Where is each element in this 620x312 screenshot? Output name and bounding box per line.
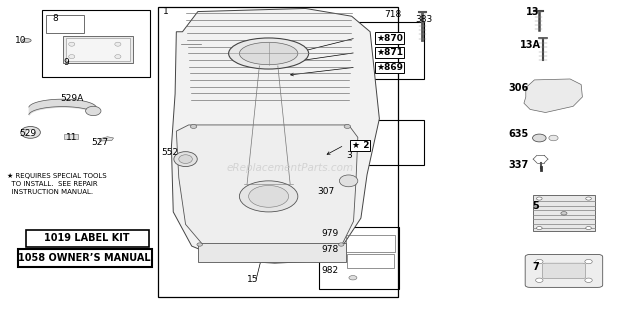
Ellipse shape (344, 124, 350, 129)
Bar (158, 7, 398, 297)
Bar (533, 195, 595, 231)
Ellipse shape (561, 212, 567, 215)
Text: ★871: ★871 (376, 48, 404, 57)
Ellipse shape (25, 129, 35, 135)
Text: eReplacementParts.com: eReplacementParts.com (226, 163, 354, 173)
Bar (46, 15, 84, 33)
Text: ★870: ★870 (376, 33, 403, 42)
Ellipse shape (339, 175, 358, 187)
Bar (17, 249, 152, 267)
Bar (66, 38, 130, 61)
Ellipse shape (69, 55, 75, 59)
Text: 7: 7 (532, 262, 539, 272)
Polygon shape (99, 137, 113, 141)
Ellipse shape (249, 186, 289, 207)
Ellipse shape (586, 227, 591, 230)
Text: 307: 307 (317, 187, 334, 196)
Bar (344, 120, 424, 165)
Text: 13: 13 (526, 7, 539, 17)
Text: 1019 LABEL KIT: 1019 LABEL KIT (45, 233, 130, 243)
Ellipse shape (549, 135, 558, 141)
Text: 718: 718 (384, 10, 402, 19)
Ellipse shape (536, 197, 542, 200)
Ellipse shape (536, 278, 543, 282)
Ellipse shape (239, 42, 298, 65)
Ellipse shape (86, 106, 101, 116)
Ellipse shape (179, 155, 192, 163)
Bar (319, 227, 399, 289)
Bar (63, 37, 133, 63)
Ellipse shape (585, 278, 592, 282)
Bar (356, 22, 423, 79)
Text: 306: 306 (508, 83, 529, 93)
Bar (347, 254, 394, 268)
Text: ★ REQUIRES SPECIAL TOOLS
  TO INSTALL.  SEE REPAIR
  INSTRUCTION MANUAL.: ★ REQUIRES SPECIAL TOOLS TO INSTALL. SEE… (7, 173, 107, 195)
Text: 8: 8 (53, 14, 58, 23)
Ellipse shape (115, 55, 121, 59)
Text: 1058 OWNER’S MANUAL: 1058 OWNER’S MANUAL (19, 253, 151, 263)
Ellipse shape (22, 39, 31, 42)
Text: 3: 3 (346, 151, 352, 159)
FancyBboxPatch shape (542, 263, 585, 279)
Text: 982: 982 (322, 266, 339, 275)
Ellipse shape (197, 243, 203, 246)
Ellipse shape (339, 243, 344, 246)
Text: 383: 383 (415, 16, 432, 24)
Text: 9: 9 (64, 58, 69, 67)
Text: 1: 1 (164, 7, 169, 16)
Text: 337: 337 (508, 160, 529, 170)
Text: 527: 527 (91, 139, 108, 148)
Text: 529A: 529A (60, 94, 83, 103)
Text: 529: 529 (19, 129, 37, 138)
Polygon shape (524, 79, 582, 113)
Ellipse shape (229, 38, 309, 69)
Ellipse shape (190, 124, 197, 129)
Ellipse shape (239, 181, 298, 212)
Bar (64, 134, 78, 139)
Bar (42, 10, 150, 77)
Text: 978: 978 (322, 245, 339, 254)
Text: 5: 5 (532, 201, 539, 211)
Ellipse shape (20, 126, 40, 138)
Text: ★869: ★869 (376, 63, 404, 72)
Bar (198, 243, 345, 261)
Text: 13A: 13A (520, 40, 541, 50)
Ellipse shape (533, 134, 546, 142)
Text: ★ 2: ★ 2 (352, 141, 369, 150)
Bar (345, 235, 395, 252)
Ellipse shape (349, 275, 357, 280)
Text: 10: 10 (14, 36, 26, 45)
Text: 15: 15 (247, 275, 258, 284)
Ellipse shape (536, 227, 542, 230)
Polygon shape (171, 8, 379, 263)
Ellipse shape (586, 197, 591, 200)
Text: 635: 635 (508, 129, 529, 139)
Text: 979: 979 (322, 229, 339, 238)
FancyBboxPatch shape (525, 255, 603, 287)
Ellipse shape (69, 42, 75, 46)
Bar (25, 230, 149, 247)
Text: 552: 552 (161, 149, 178, 157)
Ellipse shape (174, 152, 197, 167)
Text: 11: 11 (66, 133, 77, 142)
Ellipse shape (536, 260, 543, 264)
Ellipse shape (115, 42, 121, 46)
Polygon shape (176, 125, 358, 259)
Ellipse shape (585, 260, 592, 264)
